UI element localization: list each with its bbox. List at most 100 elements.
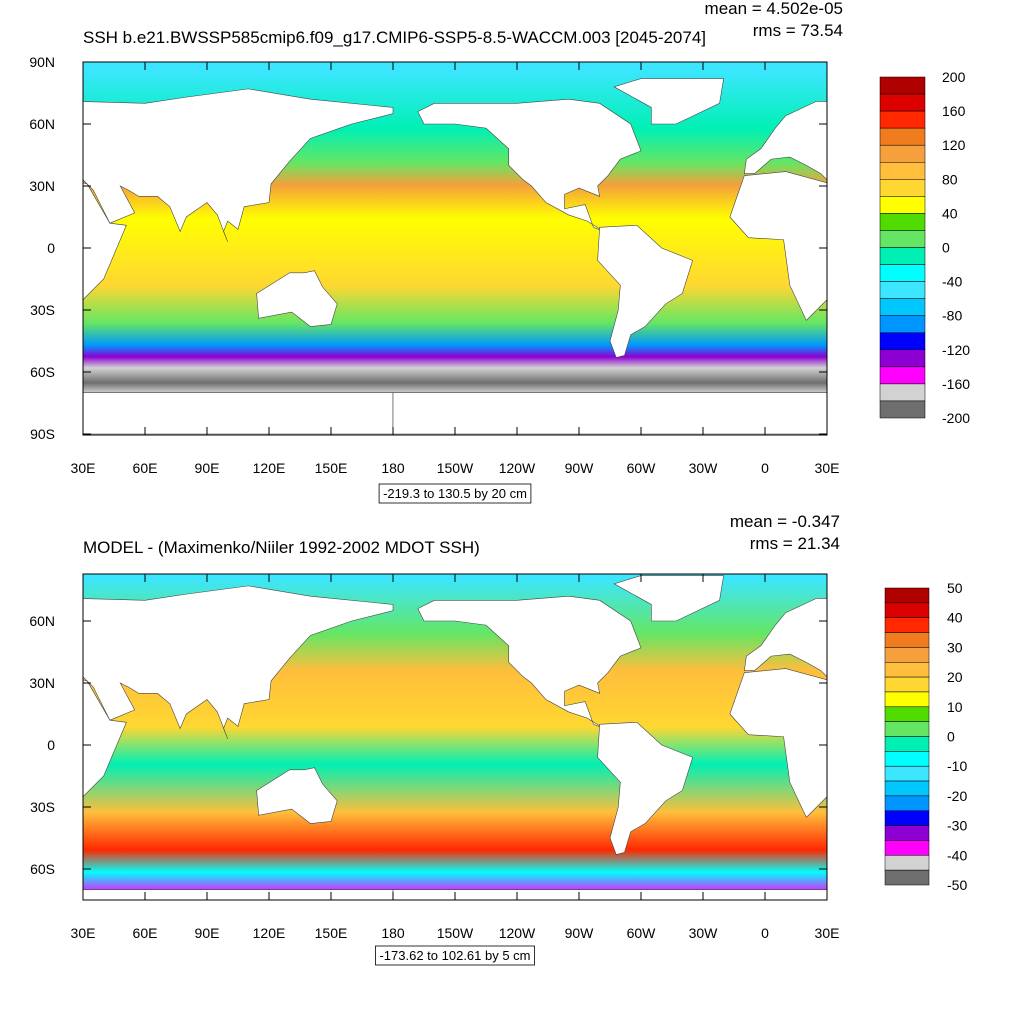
colorbar-box — [879, 247, 926, 265]
map — [83, 62, 827, 435]
colorbar-label: 10 — [947, 699, 963, 715]
lon-label: 30E — [815, 460, 840, 476]
colorbar-label: -30 — [947, 818, 967, 834]
colorbar-label: -160 — [942, 376, 970, 392]
lon-label: 120W — [499, 460, 536, 476]
lat-label: 30S — [30, 302, 55, 318]
lon-label: 180 — [381, 460, 405, 476]
colorbar-box — [884, 736, 930, 752]
lon-label: 90E — [195, 460, 220, 476]
colorbar-box — [884, 632, 930, 648]
colorbar-box — [884, 751, 930, 767]
lon-label: 150W — [437, 460, 474, 476]
colorbar-label: 80 — [942, 171, 958, 187]
colorbar-box — [884, 617, 930, 633]
colorbar-box — [879, 76, 926, 95]
colorbar-box — [879, 298, 926, 316]
colorbar-box — [879, 315, 926, 334]
range-label: -219.3 to 130.5 by 20 cm — [383, 486, 527, 501]
lat-label: 30S — [30, 799, 55, 815]
lon-label: 120E — [253, 925, 286, 941]
lon-label: 30E — [71, 460, 96, 476]
map-panel: MODEL - (Maximenko/Niiler 1992-2002 MDOT… — [29, 512, 967, 966]
colorbar-label: -20 — [947, 788, 967, 804]
lat-label: 90S — [30, 426, 55, 442]
rms-label: rms = 73.54 — [753, 21, 843, 40]
colorbar-box — [884, 602, 930, 618]
range-box — [378, 483, 532, 504]
colorbar-label: -40 — [947, 847, 967, 863]
colorbar-box — [879, 179, 926, 197]
colorbar-label: 0 — [947, 729, 955, 745]
colorbar-label: -50 — [947, 877, 967, 893]
mean-label: mean = -0.347 — [730, 512, 840, 531]
colorbar-box — [884, 795, 930, 812]
colorbar-box — [879, 93, 926, 112]
colorbar-box — [879, 110, 926, 129]
lon-label: 60E — [133, 460, 158, 476]
rms-label: rms = 21.34 — [750, 534, 840, 553]
colorbar-box — [879, 332, 926, 351]
lat-label: 90N — [29, 54, 55, 70]
lat-label: 60N — [29, 613, 55, 629]
colorbar-box — [884, 647, 930, 663]
lon-label: 150W — [437, 925, 474, 941]
colorbar-box — [879, 281, 926, 299]
lon-label: 90W — [565, 925, 595, 941]
colorbar-box — [879, 400, 926, 419]
colorbar-label: -10 — [947, 758, 967, 774]
colorbar-box — [879, 144, 926, 163]
lat-label: 60S — [30, 364, 55, 380]
colorbar-box — [884, 869, 930, 886]
colorbar-label: 40 — [942, 205, 958, 221]
colorbar-box — [884, 587, 930, 604]
map — [83, 574, 827, 900]
colorbar-box — [879, 366, 926, 385]
colorbar-box — [879, 349, 926, 368]
panel-title: MODEL - (Maximenko/Niiler 1992-2002 MDOT… — [83, 538, 480, 557]
colorbar-box — [884, 765, 930, 782]
lon-label: 90W — [565, 460, 595, 476]
lon-label: 180 — [381, 925, 405, 941]
colorbar-label: -200 — [942, 410, 970, 426]
lon-label: 120W — [499, 925, 536, 941]
lon-label: 60W — [627, 925, 657, 941]
lon-label: 60W — [627, 460, 657, 476]
colorbar-box — [884, 706, 930, 722]
map-panel: SSH b.e21.BWSSP585cmip6.f09_g17.CMIP6-SS… — [29, 0, 970, 504]
lon-label: 0 — [761, 460, 769, 476]
lon-label: 90E — [195, 925, 220, 941]
colorbar-box — [879, 127, 926, 146]
panel-title: SSH b.e21.BWSSP585cmip6.f09_g17.CMIP6-SS… — [83, 28, 706, 47]
colorbar-box — [884, 825, 930, 841]
lat-label: 0 — [47, 737, 55, 753]
colorbar-box — [879, 213, 926, 231]
colorbar-box — [884, 676, 930, 693]
lon-label: 60E — [133, 925, 158, 941]
colorbar-box — [879, 162, 926, 180]
colorbar-label: -80 — [942, 308, 962, 324]
colorbar-box — [879, 230, 926, 248]
colorbar-box — [879, 383, 926, 402]
range-label: -173.62 to 102.61 by 5 cm — [379, 948, 530, 963]
colorbar-box — [884, 840, 930, 856]
colorbar-label: -40 — [942, 274, 962, 290]
lat-label: 0 — [47, 240, 55, 256]
colorbar-box — [884, 780, 930, 797]
lat-label: 60N — [29, 116, 55, 132]
colorbar-box — [884, 855, 930, 871]
lon-label: 150E — [315, 460, 348, 476]
colorbar-box — [884, 810, 930, 826]
lon-label: 0 — [761, 925, 769, 941]
lat-label: 60S — [30, 861, 55, 877]
colorbar-box — [884, 691, 930, 708]
colorbar-box — [879, 264, 926, 282]
colorbar-label: 160 — [942, 103, 966, 119]
colorbar-label: 120 — [942, 137, 966, 153]
colorbar-box — [884, 721, 930, 737]
colorbar-box — [879, 196, 926, 214]
lon-label: 30E — [815, 925, 840, 941]
lat-label: 30N — [29, 675, 55, 691]
colorbar-label: 20 — [947, 669, 963, 685]
